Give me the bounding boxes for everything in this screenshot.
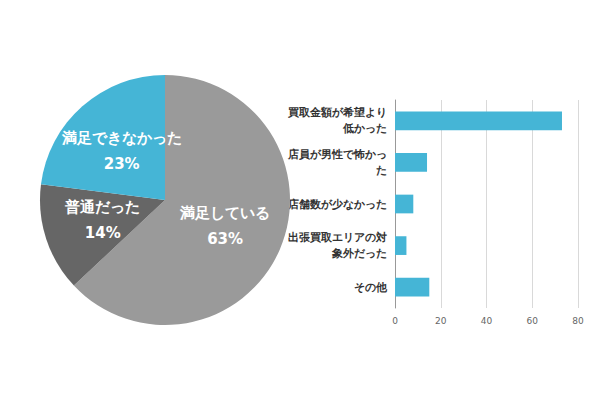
svg-text:店員が男性で怖かっ: 店員が男性で怖かっ [287, 148, 387, 161]
svg-text:満足できなかった: 満足できなかった [61, 129, 182, 147]
svg-text:40: 40 [481, 316, 493, 326]
svg-text:80: 80 [572, 316, 584, 326]
svg-text:出張買取エリアの対: 出張買取エリアの対 [288, 231, 387, 244]
svg-text:その他: その他 [354, 281, 388, 294]
svg-text:60: 60 [527, 316, 539, 326]
svg-text:象外だった: 象外だった [331, 247, 387, 260]
svg-text:14%: 14% [85, 224, 121, 242]
svg-text:低かった: 低かった [342, 122, 387, 135]
svg-text:23%: 23% [104, 155, 140, 173]
svg-text:店舗数が少なかった: 店舗数が少なかった [287, 198, 387, 211]
svg-text:普通だった: 普通だった [64, 198, 140, 216]
svg-text:0: 0 [392, 316, 398, 326]
svg-text:買取金額が希望より: 買取金額が希望より [287, 106, 387, 119]
svg-text:満足している: 満足している [179, 204, 270, 222]
svg-text:20: 20 [435, 316, 447, 326]
svg-text:た: た [376, 164, 387, 177]
svg-text:63%: 63% [207, 230, 243, 248]
